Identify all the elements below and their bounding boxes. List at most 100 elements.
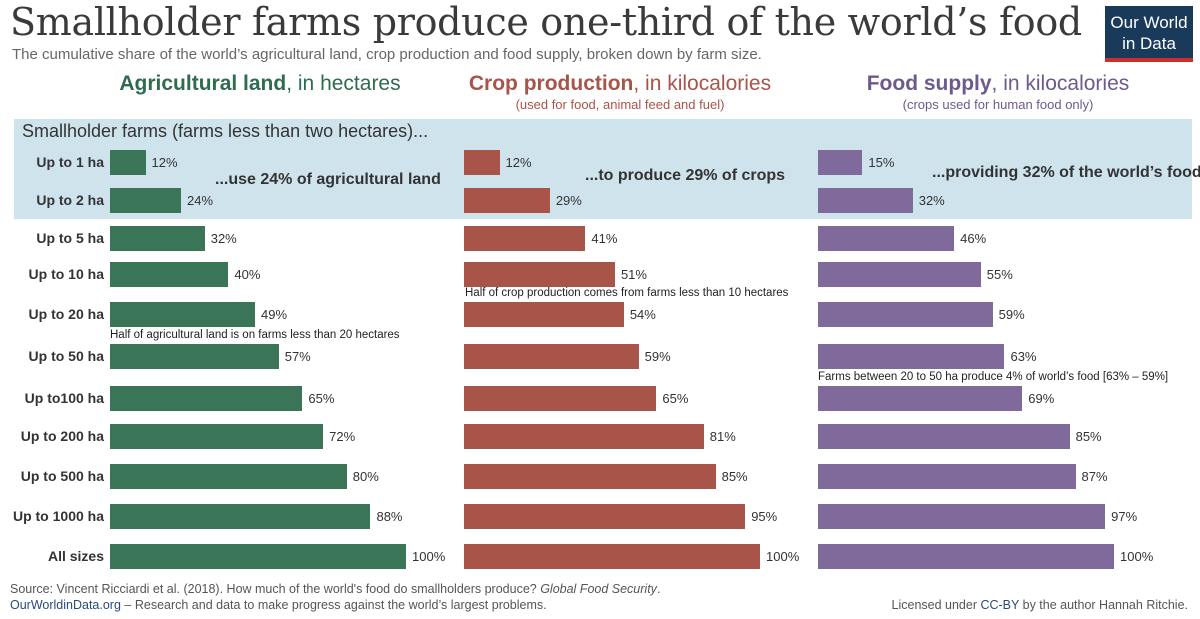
- column-note: (crops used for human food only): [902, 97, 1094, 112]
- source-text: Source: Vincent Ricciardi et al. (2018).…: [10, 582, 541, 596]
- bar-land: [110, 464, 347, 489]
- value-label: 54%: [629, 307, 656, 322]
- value-label: 85%: [1075, 429, 1102, 444]
- bar-food: [818, 262, 981, 287]
- value-label: 95%: [751, 509, 778, 524]
- column-title-rest: , in kilocalories: [633, 72, 772, 95]
- bar-crop: [464, 344, 639, 369]
- category-label: All sizes: [47, 548, 104, 564]
- bar-land: [110, 504, 371, 529]
- value-label: 40%: [234, 267, 261, 282]
- bar-food: [818, 188, 913, 213]
- value-label: 72%: [329, 429, 356, 444]
- value-label: 65%: [308, 391, 335, 406]
- bar-crop: [464, 424, 704, 449]
- bar-food: [818, 424, 1070, 449]
- value-label: 80%: [352, 469, 379, 484]
- value-label: 49%: [261, 307, 288, 322]
- owid-logo[interactable]: Our World in Data: [1105, 6, 1193, 62]
- value-label: 65%: [662, 391, 689, 406]
- callout-food: ...providing 32% of the world’s food: [932, 164, 1200, 181]
- bar-crop: [464, 464, 716, 489]
- value-label: 29%: [555, 193, 582, 208]
- callout-crop: ...to produce 29% of crops: [585, 167, 786, 184]
- bar-land: [110, 262, 229, 287]
- value-label: 32%: [210, 231, 237, 246]
- value-label: 59%: [644, 349, 671, 364]
- logo-line-1: Our World: [1110, 13, 1188, 32]
- chart-subtitle: The cumulative share of the world’s agri…: [12, 46, 762, 63]
- value-label: 81%: [709, 429, 736, 444]
- bar-crop: [464, 302, 624, 327]
- bar-land: [110, 188, 182, 213]
- category-label: Up to 5 ha: [36, 230, 104, 246]
- bar-food: [818, 150, 863, 175]
- bar-land: [110, 302, 256, 327]
- column-header-crop: Crop production, in kilocalories (used f…: [440, 72, 800, 112]
- column-note: (used for food, animal feed and fuel): [515, 97, 725, 112]
- bar-land: [110, 226, 205, 251]
- bar-crop: [464, 504, 746, 529]
- value-label: 55%: [986, 267, 1013, 282]
- column-header-food: Food supply, in kilocalories (crops used…: [818, 72, 1178, 112]
- site-link[interactable]: OurWorldinData.org: [10, 598, 121, 612]
- bar-food: [818, 504, 1106, 529]
- value-label: 85%: [721, 469, 748, 484]
- annotation-crop: Half of crop production comes from farms…: [465, 287, 789, 299]
- bar-food: [818, 544, 1114, 569]
- category-label: Up to 20 ha: [28, 306, 104, 322]
- value-label: 59%: [998, 307, 1025, 322]
- value-label: 46%: [960, 231, 987, 246]
- license-link[interactable]: CC-BY: [980, 598, 1020, 612]
- bar-crop: [464, 262, 615, 287]
- callout-land: ...use 24% of agricultural land: [215, 171, 441, 188]
- value-label: 100%: [1120, 549, 1154, 564]
- bar-crop: [464, 226, 586, 251]
- column-title-bold: Crop production: [468, 72, 634, 95]
- source-journal: Global Food Security: [540, 582, 657, 596]
- bar-land: [110, 344, 279, 369]
- bar-crop: [464, 544, 760, 569]
- logo-line-2: in Data: [1122, 34, 1176, 53]
- smallholder-highlight-band: [14, 119, 1192, 219]
- value-label: 57%: [284, 349, 311, 364]
- chart-title: Smallholder farms produce one-third of t…: [10, 0, 1082, 44]
- column-title-rest: , in hectares: [286, 72, 401, 95]
- value-label: 69%: [1028, 391, 1055, 406]
- bar-land: [110, 424, 324, 449]
- column-title-rest: , in kilocalories: [991, 72, 1130, 95]
- bar-food: [818, 344, 1005, 369]
- bar-food: [818, 464, 1076, 489]
- value-label: 32%: [918, 193, 945, 208]
- value-label: 51%: [620, 267, 647, 282]
- bar-food: [818, 226, 955, 251]
- value-label: 87%: [1081, 469, 1108, 484]
- bar-land: [110, 150, 146, 175]
- value-label: 100%: [412, 549, 446, 564]
- license-prefix: Licensed under: [891, 598, 981, 612]
- smallholder-highlight-label: Smallholder farms (farms less than two h…: [22, 121, 429, 141]
- bar-food: [818, 302, 993, 327]
- value-label: 12%: [505, 155, 532, 170]
- category-label: Up to 2 ha: [36, 192, 104, 208]
- bar-land: [110, 544, 406, 569]
- bar-crop: [464, 188, 550, 213]
- column-title-bold: Food supply: [866, 72, 992, 95]
- source-note: Source: Vincent Ricciardi et al. (2018).…: [10, 582, 660, 596]
- license-suffix: by the author Hannah Ritchie.: [1019, 598, 1188, 612]
- column-header-land: Agricultural land, in hectares: [80, 72, 440, 96]
- category-label: Up to 50 ha: [28, 348, 104, 364]
- value-label: 24%: [187, 193, 214, 208]
- value-label: 88%: [376, 509, 403, 524]
- category-label: Up to 200 ha: [20, 428, 104, 444]
- annotation-land: Half of agricultural land is on farms le…: [110, 329, 400, 341]
- value-label: 63%: [1010, 349, 1037, 364]
- value-label: 12%: [151, 155, 178, 170]
- category-label: Up to 1000 ha: [12, 508, 104, 524]
- bar-land: [110, 386, 303, 411]
- site-tagline: – Research and data to make progress aga…: [120, 598, 547, 612]
- value-label: 97%: [1111, 509, 1138, 524]
- category-label: Up to 10 ha: [28, 266, 104, 282]
- bar-crop: [464, 150, 500, 175]
- column-title-bold: Agricultural land: [119, 72, 287, 95]
